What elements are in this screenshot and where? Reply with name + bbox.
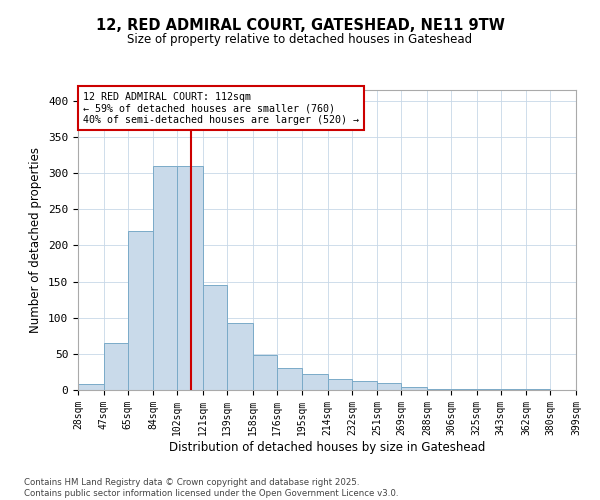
Text: Size of property relative to detached houses in Gateshead: Size of property relative to detached ho… — [127, 32, 473, 46]
Bar — [78, 384, 104, 390]
Y-axis label: Number of detached properties: Number of detached properties — [29, 147, 43, 333]
Bar — [277, 368, 302, 390]
Bar — [352, 382, 377, 390]
Text: 12, RED ADMIRAL COURT, GATESHEAD, NE11 9TW: 12, RED ADMIRAL COURT, GATESHEAD, NE11 9… — [95, 18, 505, 32]
Bar — [427, 388, 451, 390]
X-axis label: Distribution of detached houses by size in Gateshead: Distribution of detached houses by size … — [169, 440, 485, 454]
Bar — [328, 379, 352, 390]
Bar — [451, 388, 476, 390]
Bar — [401, 387, 427, 390]
Bar — [178, 166, 203, 390]
Bar — [302, 374, 328, 390]
Bar — [253, 356, 277, 390]
Bar — [128, 231, 153, 390]
Bar — [227, 323, 253, 390]
Text: Contains HM Land Registry data © Crown copyright and database right 2025.
Contai: Contains HM Land Registry data © Crown c… — [24, 478, 398, 498]
Bar — [104, 343, 128, 390]
Text: 12 RED ADMIRAL COURT: 112sqm
← 59% of detached houses are smaller (760)
40% of s: 12 RED ADMIRAL COURT: 112sqm ← 59% of de… — [83, 92, 359, 124]
Bar — [203, 285, 227, 390]
Bar — [377, 383, 401, 390]
Bar — [153, 166, 178, 390]
